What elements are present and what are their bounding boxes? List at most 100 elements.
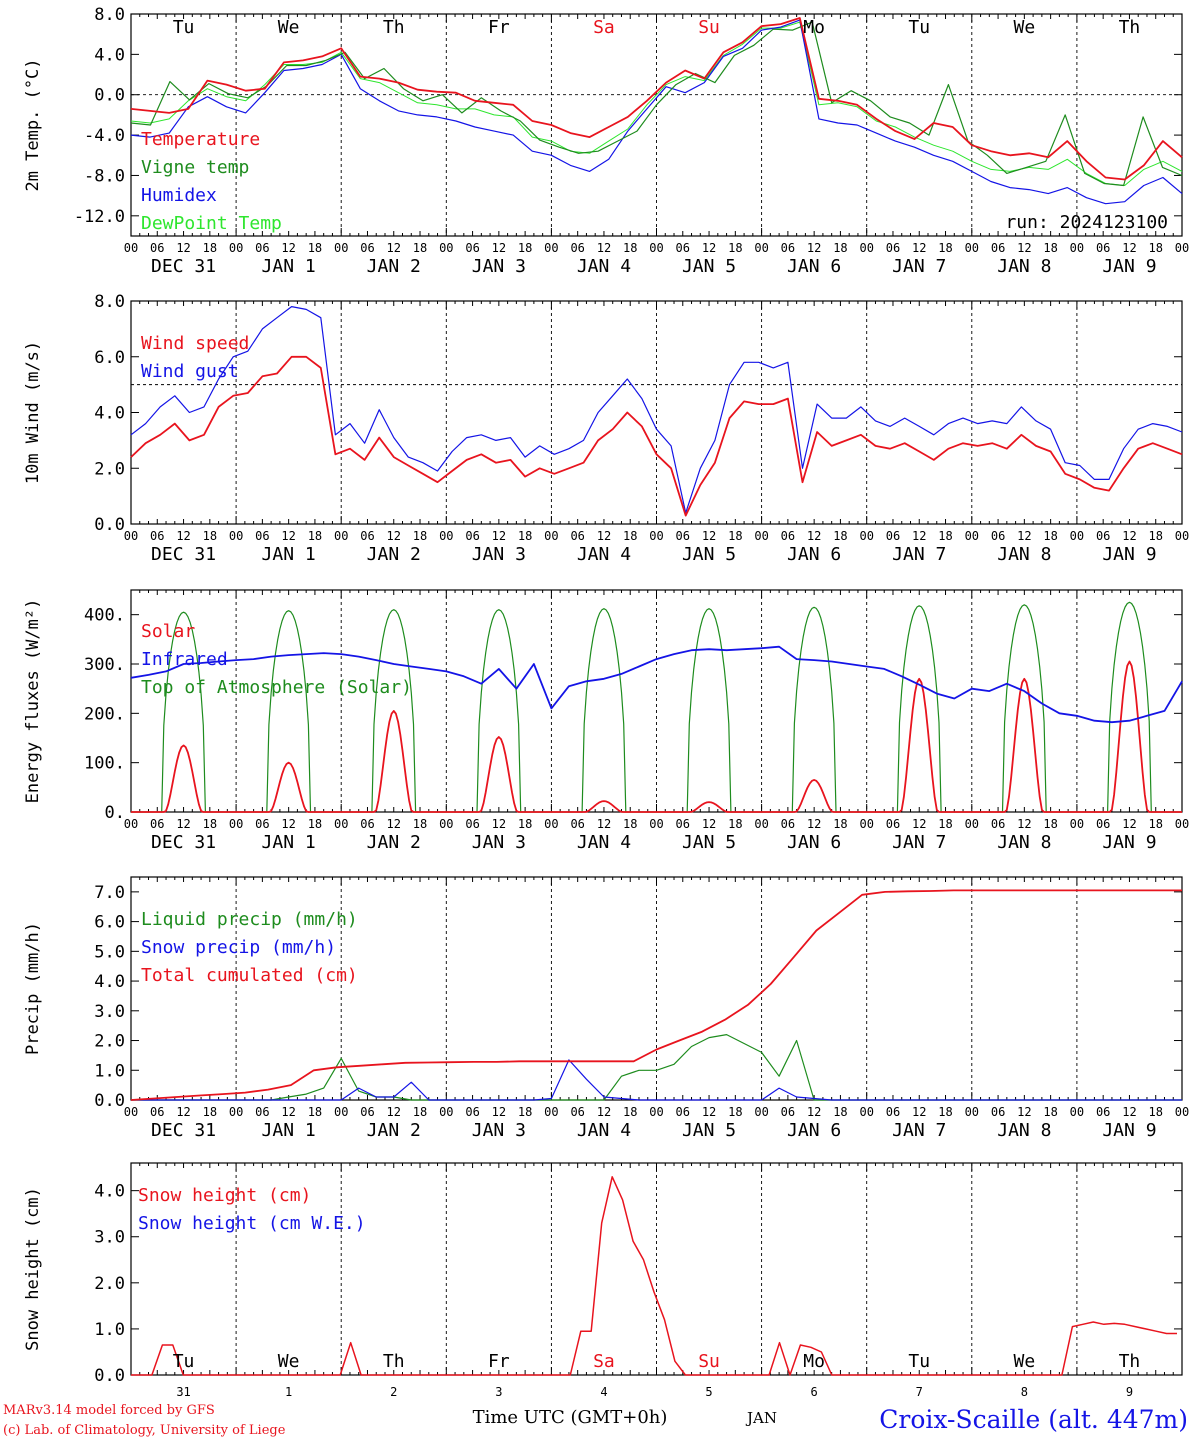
wind-series-line [130, 306, 1183, 514]
precip-series-line [130, 889, 1182, 1101]
hour-tick-label: 00 [124, 817, 138, 831]
month-label: JAN [745, 1409, 777, 1427]
hour-tick-label: 00 [649, 1105, 663, 1119]
hour-tick-label: 06 [886, 817, 900, 831]
hour-tick-label: 18 [413, 1105, 427, 1119]
hour-tick-label: 12 [281, 529, 295, 543]
solar-line [131, 660, 1182, 813]
hour-tick-label: 12 [387, 241, 401, 255]
y-tick-label: 3.0 [94, 1228, 125, 1248]
weekday-label: Tu [908, 1351, 930, 1372]
infrared-line [130, 645, 1183, 724]
legend-entry: Snow precip (mm/h) [141, 937, 336, 958]
y-tick-label: 4.0 [94, 972, 125, 992]
hour-tick-label: 12 [912, 817, 926, 831]
y-tick-label: 2.0 [94, 1274, 125, 1294]
hour-tick-label: 06 [781, 1105, 795, 1119]
hour-tick-label: 18 [728, 529, 742, 543]
hour-tick-label: 06 [360, 817, 374, 831]
hour-tick-label: 18 [1148, 817, 1162, 831]
weekday-label: Mo [803, 1351, 825, 1372]
y-tick-label: -4.0 [84, 126, 125, 146]
hour-tick-label: 18 [833, 529, 847, 543]
y-axis-label: Energy fluxes (W/m²) [23, 599, 43, 804]
hour-tick-label: 00 [1175, 817, 1189, 831]
hour-tick-label: 06 [465, 241, 479, 255]
hour-tick-label: 18 [623, 241, 637, 255]
hour-tick-label: 18 [938, 529, 952, 543]
day-number-label: 7 [916, 1385, 923, 1399]
hour-tick-label: 06 [150, 241, 164, 255]
y-tick-label: 1.0 [94, 1320, 125, 1340]
date-label: JAN 8 [997, 544, 1051, 565]
panel-3: 00 06 12 18 00 06 12 18 00 06 12 18 00 06 12 18 00 06 12 18… [23, 589, 1189, 853]
hour-tick-label: 00 [544, 529, 558, 543]
legend-entry: Total cumulated (cm) [141, 965, 358, 986]
date-label: JAN 5 [682, 256, 736, 277]
hour-tick-label: 18 [623, 817, 637, 831]
y-axis-label: Precip (mm/h) [23, 922, 43, 1055]
day-number-label: 9 [1126, 1385, 1133, 1399]
hour-tick-label: 06 [886, 1105, 900, 1119]
y-tick-label: 7.0 [94, 883, 125, 903]
hour-tick-label: 18 [308, 529, 322, 543]
date-label: JAN 1 [262, 1120, 316, 1141]
hour-tick-label: 00 [334, 241, 348, 255]
hour-tick-label: 00 [965, 241, 979, 255]
hour-tick-label: 06 [1096, 529, 1110, 543]
day-number-label: 4 [600, 1385, 607, 1399]
date-label: JAN 4 [577, 832, 631, 853]
hour-tick-label: 00 [229, 1105, 243, 1119]
y-tick-label: 6.0 [94, 348, 125, 368]
y-tick-label: 0.0 [94, 1091, 125, 1111]
date-label: JAN 8 [997, 832, 1051, 853]
hour-tick-label: 12 [912, 241, 926, 255]
hour-tick-label: 06 [676, 241, 690, 255]
day-number-label: 2 [390, 1385, 397, 1399]
hour-tick-label: 12 [281, 241, 295, 255]
hour-tick-label: 18 [413, 817, 427, 831]
date-label: JAN 3 [472, 256, 526, 277]
y-tick-label: 1.0 [94, 1061, 125, 1081]
y-tick-label: 6.0 [94, 913, 125, 933]
weekday-label: Su [698, 17, 720, 38]
hour-tick-label: 18 [203, 529, 217, 543]
hour-tick-label: 06 [255, 1105, 269, 1119]
hour-tick-label: 00 [859, 241, 873, 255]
y-tick-label: 5.0 [94, 942, 125, 962]
hour-tick-label: 12 [387, 529, 401, 543]
temp-series-line [130, 17, 1183, 181]
date-label: DEC 31 [151, 832, 216, 853]
panel-2: 00 06 12 18 00 06 12 18 00 06 12 18 00 06 12 18 00 06 12 18… [23, 292, 1189, 565]
weekday-label: Mo [803, 17, 825, 38]
hour-tick-label: 06 [150, 529, 164, 543]
hour-tick-label: 12 [597, 529, 611, 543]
date-label: JAN 2 [367, 256, 421, 277]
hour-tick-label: 18 [1148, 529, 1162, 543]
hour-tick-label: 06 [991, 817, 1005, 831]
hour-tick-label: 18 [203, 817, 217, 831]
hour-tick-label: 06 [1096, 817, 1110, 831]
hour-tick-label: 06 [886, 529, 900, 543]
date-label: JAN 5 [682, 544, 736, 565]
y-tick-label: -12.0 [74, 207, 125, 227]
date-label: JAN 5 [682, 1120, 736, 1141]
y-tick-label: 2.0 [94, 459, 125, 479]
hour-tick-label: 18 [203, 1105, 217, 1119]
y-tick-label: 0.0 [94, 515, 125, 535]
hour-tick-label: 00 [1175, 1105, 1189, 1119]
hour-tick-label: 12 [281, 817, 295, 831]
hour-tick-label: 00 [124, 1105, 138, 1119]
hour-tick-label: 06 [676, 817, 690, 831]
y-tick-label: 8.0 [94, 5, 125, 25]
hour-tick-label: 00 [1175, 241, 1189, 255]
hour-tick-label: 12 [1122, 817, 1136, 831]
date-label: JAN 7 [892, 832, 946, 853]
y-tick-label: 0. [105, 803, 125, 823]
weekday-label: Su [698, 1351, 720, 1372]
weekday-label: Tu [908, 17, 930, 38]
hour-tick-label: 12 [702, 529, 716, 543]
hour-tick-label: 12 [807, 817, 821, 831]
hour-tick-label: 12 [492, 529, 506, 543]
hour-tick-label: 00 [754, 817, 768, 831]
